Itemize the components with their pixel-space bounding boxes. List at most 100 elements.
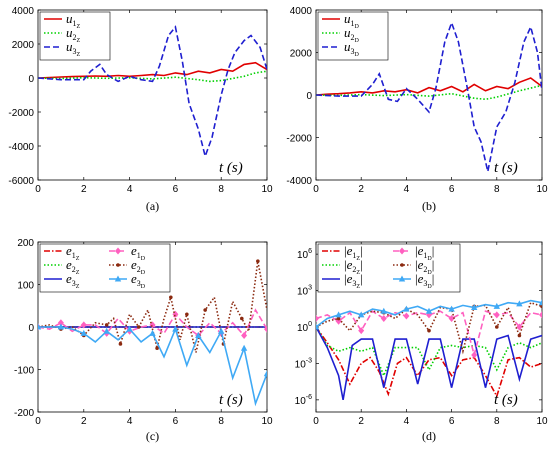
data-point-e2D: [240, 316, 244, 321]
series-group: [38, 25, 267, 159]
data-point-e3D: [57, 323, 65, 330]
legend-label-e2D: e2D: [131, 257, 146, 276]
data-point-e2D: [136, 325, 141, 329]
x-axis-label: t (s): [219, 392, 243, 408]
data-point-|e2D|: [336, 316, 341, 321]
y-tick-label: 10-3: [295, 357, 312, 370]
y-tick-label: 106: [297, 248, 312, 261]
x-tick-label: 2: [81, 416, 87, 427]
x-tick-label: 4: [127, 416, 133, 427]
legend-box: [317, 243, 461, 293]
series-line-|e2Z|: [316, 326, 542, 378]
x-tick-label: 2: [358, 184, 364, 195]
y-tick-label: -6000: [8, 176, 34, 187]
data-point-e2D: [256, 259, 260, 263]
legend-marker: [399, 247, 405, 255]
data-point-|e1D|: [403, 312, 410, 320]
data-point-e2D: [118, 342, 123, 346]
series-group: [316, 299, 542, 401]
data-point-e3D: [218, 327, 225, 334]
x-tick-label: 6: [449, 184, 455, 195]
y-tick-label: 2000: [290, 49, 313, 60]
data-point-|e2D|: [517, 333, 522, 338]
data-point-|e1D|: [516, 323, 523, 331]
y-tick-label: 200: [17, 238, 34, 249]
y-tick-label: -200: [14, 408, 34, 419]
series-line-u1Z: [38, 61, 267, 79]
data-point-|e1D|: [493, 311, 500, 319]
panel-d: 0 2 4 6 8 10 10-6 10-3 100 103 106 |e1Z||e2Z||e3Z| |…: [295, 241, 548, 443]
data-point-e3D: [38, 323, 42, 330]
x-tick-label: 0: [313, 184, 319, 195]
legend-box: [39, 243, 171, 293]
data-point-e2D: [185, 312, 189, 317]
data-point-|e3D|: [358, 311, 365, 318]
data-point-e2D: [104, 323, 109, 327]
legend-marker: [114, 275, 122, 282]
x-tick-label: 4: [127, 184, 133, 195]
legend-label-|e1D|: |e1D|: [415, 243, 434, 262]
y-tick-label: 103: [297, 285, 312, 298]
data-point-|e3D|: [403, 305, 410, 312]
plot-frame: [37, 9, 268, 181]
panel-caption: (a): [146, 199, 159, 213]
x-tick-label: 6: [173, 416, 179, 427]
data-point-e3D: [103, 327, 110, 334]
data-point-|e3D|: [493, 302, 500, 309]
y-tick-label: -2000: [286, 134, 312, 145]
series-group: [316, 20, 542, 172]
legend-marker: [398, 275, 406, 282]
panel-caption: (b): [422, 199, 436, 213]
data-point-e2D: [155, 346, 159, 351]
legend-label-|e3D|: |e3D|: [415, 271, 434, 290]
x-tick-label: 0: [35, 416, 41, 427]
legend-marker: [116, 263, 120, 267]
data-point-|e3D|: [425, 307, 433, 314]
series-line-|e1Z|: [316, 326, 542, 399]
x-tick-label: 8: [218, 416, 224, 427]
x-tick-label: 10: [536, 184, 548, 195]
data-point-e2D: [203, 308, 207, 312]
data-point-e3D: [80, 329, 87, 336]
panel-caption: (c): [146, 429, 159, 443]
legend-label-|e1Z|: |e1Z|: [344, 243, 363, 262]
legend-box: [317, 11, 389, 61]
data-point-e3D: [195, 332, 202, 338]
legend-label-u2Z: u2Z: [66, 25, 81, 44]
series-line-u2Z: [38, 70, 267, 83]
data-point-e3D: [240, 344, 248, 351]
data-point-|e1D|: [539, 311, 542, 319]
series-line-|e3Z|: [316, 326, 542, 401]
data-point-e1D: [80, 321, 87, 329]
legend-label-u2D: u2D: [344, 25, 360, 44]
x-tick-label: 0: [35, 184, 41, 195]
x-axis-label: t (s): [494, 392, 518, 408]
legend-label-|e2D|: |e2D|: [415, 257, 434, 276]
legend-label-e1D: e1D: [131, 243, 146, 262]
x-axis-label: t (s): [219, 160, 243, 176]
legend-label-e3Z: e3Z: [66, 271, 80, 290]
legend-label-e1Z: e1Z: [66, 243, 80, 262]
x-tick-label: 4: [404, 416, 410, 427]
x-tick-label: 6: [173, 184, 179, 195]
data-point-|e3D|: [538, 299, 542, 306]
y-tick-label: 0: [28, 323, 34, 334]
legend-marker: [115, 247, 121, 255]
series-line-u3Z: [38, 25, 267, 159]
data-point-|e1D|: [471, 351, 478, 359]
series-line-|e1D|: [316, 310, 542, 359]
data-point-|e2D|: [540, 304, 542, 309]
panel-caption: (d): [422, 429, 436, 443]
data-point-e1D: [264, 325, 267, 333]
legend-label-u1D: u1D: [344, 11, 360, 30]
legend-label-|e3Z|: |e3Z|: [344, 271, 363, 290]
y-tick-label: -4000: [8, 142, 34, 153]
data-point-|e3D|: [471, 304, 478, 311]
data-point-e3D: [149, 329, 156, 336]
legend-label-u1Z: u1Z: [66, 11, 81, 30]
y-tick-label: -4000: [286, 176, 312, 187]
x-tick-label: 10: [536, 416, 548, 427]
